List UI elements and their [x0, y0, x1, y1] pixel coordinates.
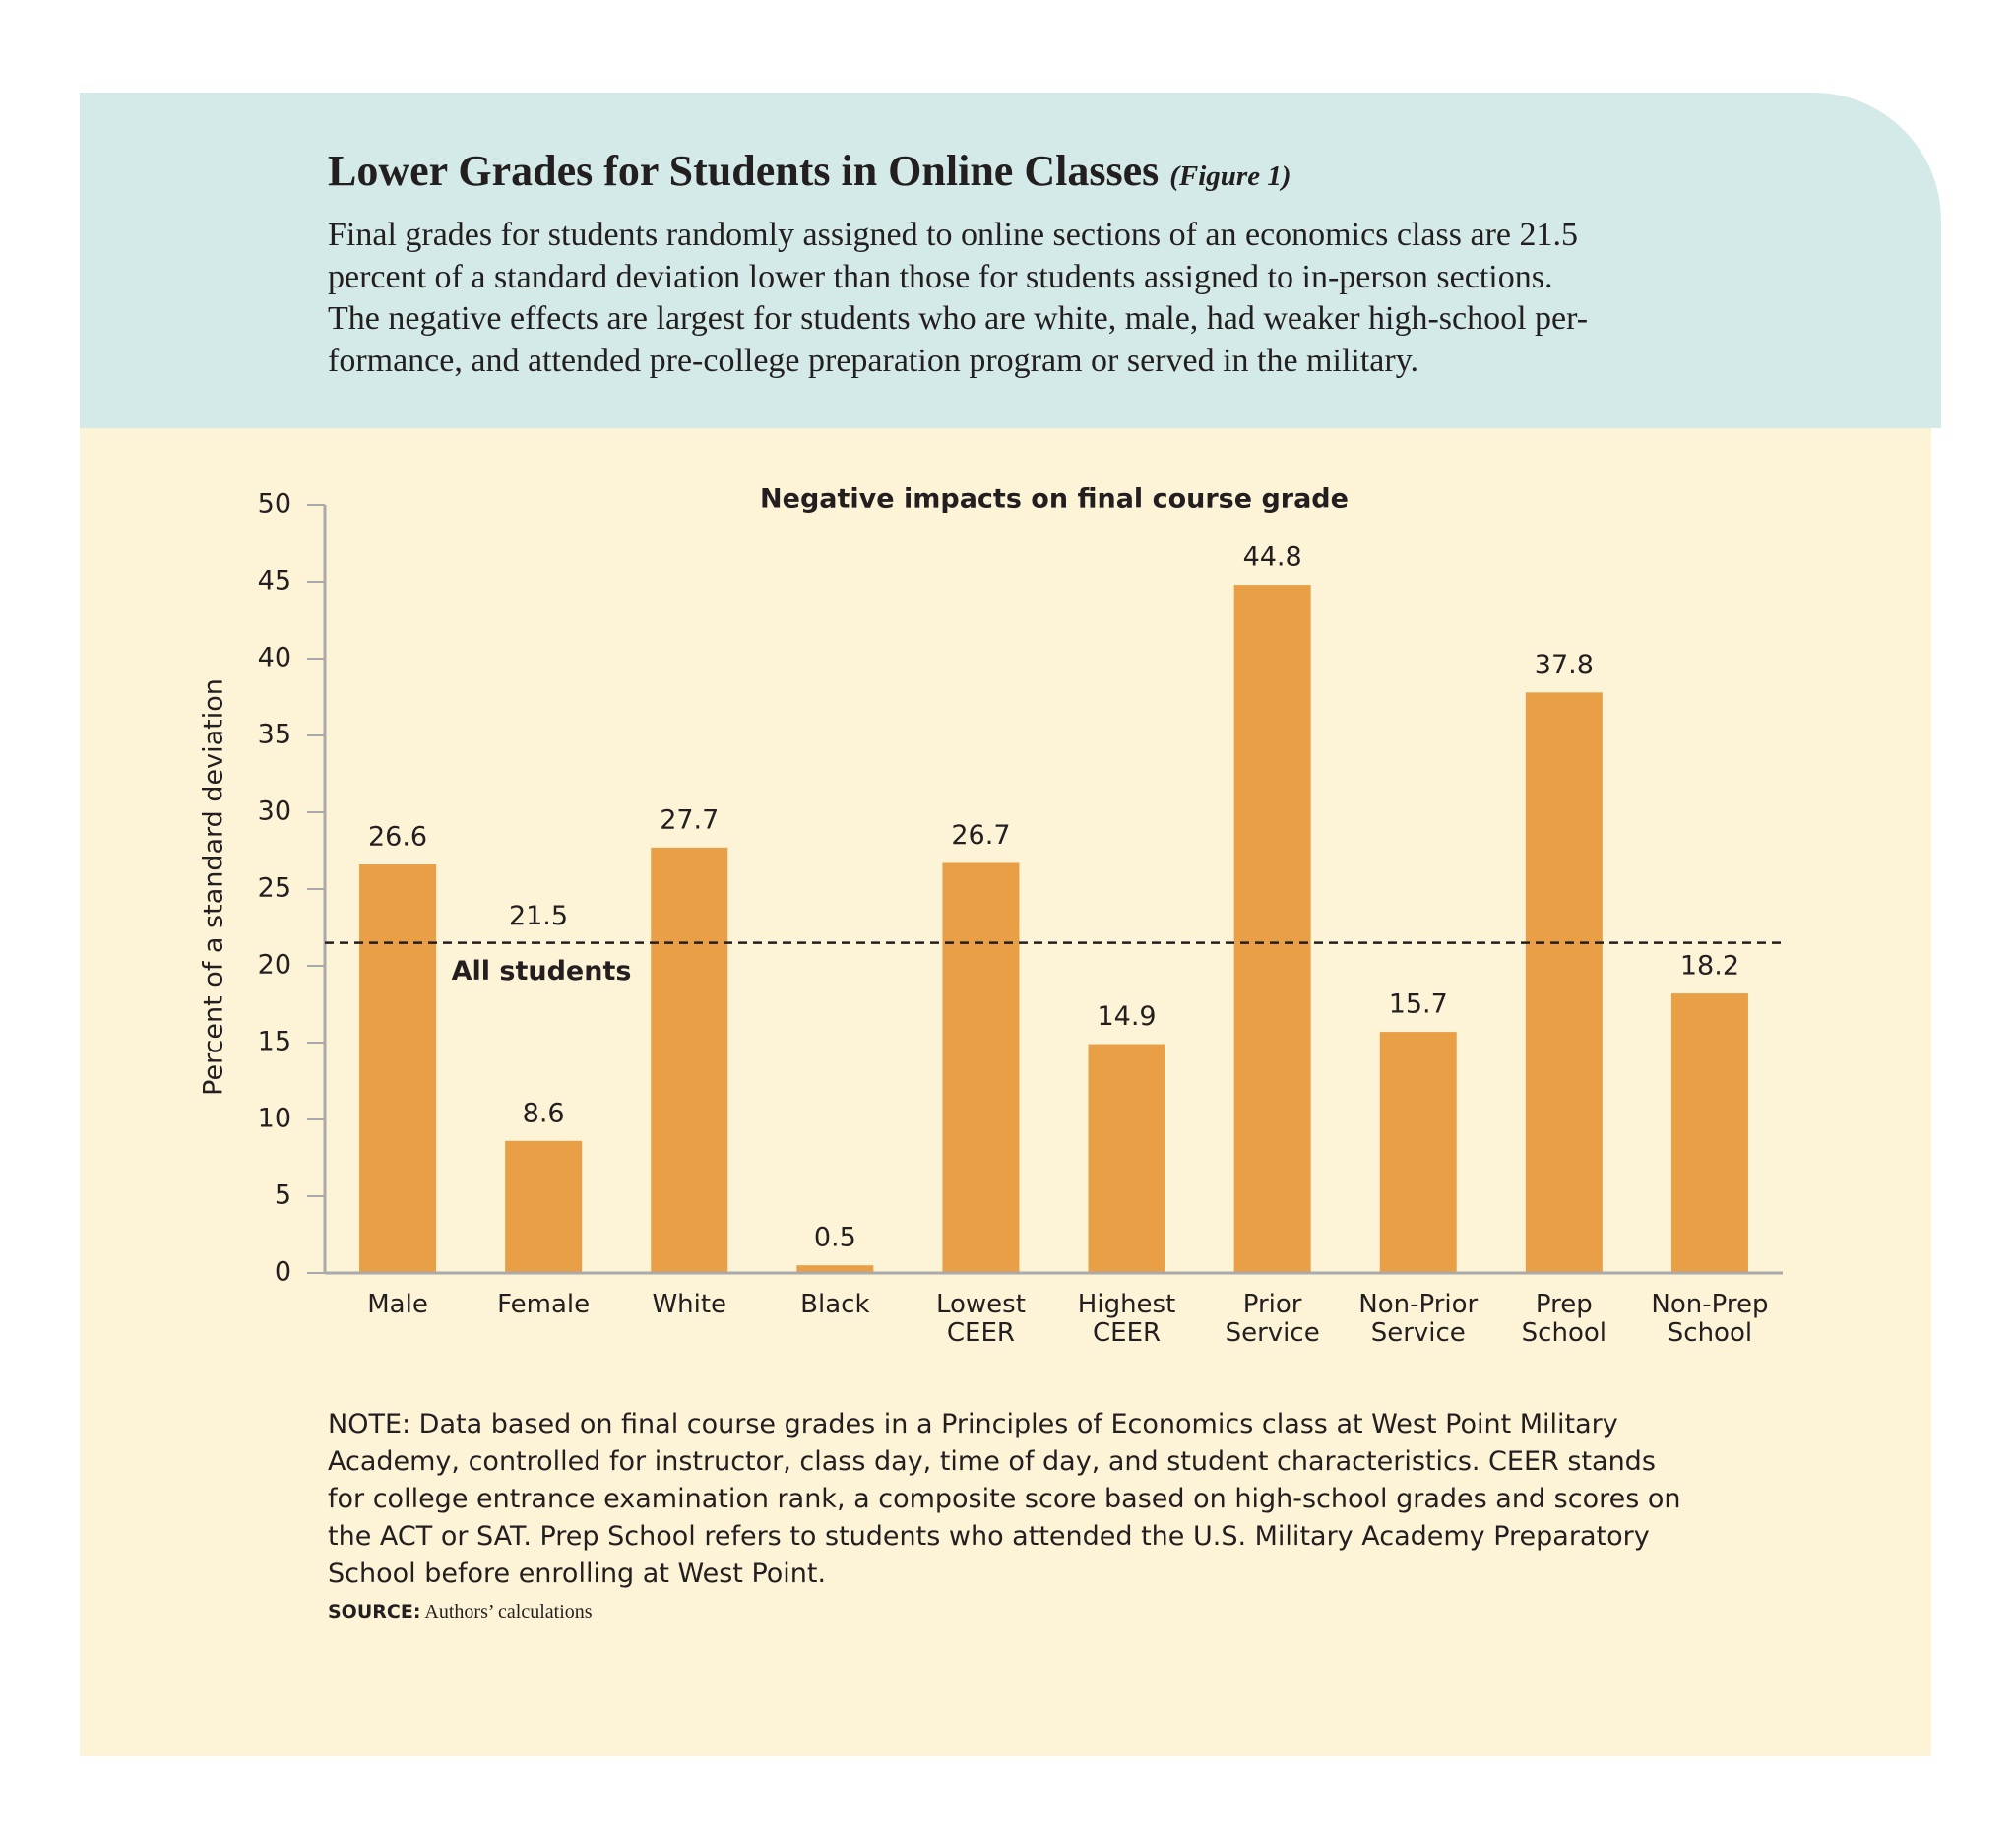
bar — [1088, 1044, 1166, 1273]
bar — [942, 862, 1020, 1273]
note-line: for college entrance examination rank, a… — [328, 1484, 1681, 1514]
y-tick-label: 10 — [258, 1104, 291, 1134]
description-line: The negative effects are largest for stu… — [328, 300, 1589, 337]
value-label: 8.6 — [523, 1098, 565, 1128]
bar — [1670, 993, 1748, 1273]
value-label: 37.8 — [1535, 650, 1594, 680]
reference-label: All students — [452, 956, 632, 987]
x-tick-label: Prep School — [1521, 1290, 1606, 1348]
x-tick-label: Male — [367, 1290, 428, 1319]
y-tick-label: 5 — [275, 1180, 291, 1211]
x-tick-label: Lowest CEER — [935, 1290, 1026, 1348]
description-line: percent of a standard deviation lower th… — [328, 258, 1553, 295]
bar — [359, 864, 437, 1273]
bar — [505, 1140, 583, 1273]
y-tick-label: 45 — [258, 566, 291, 597]
note-line: the ACT or SAT. Prep School refers to st… — [328, 1521, 1650, 1552]
x-tick-label: Highest CEER — [1077, 1290, 1176, 1348]
x-tick-label: White — [652, 1290, 727, 1319]
x-tick-label: Black — [800, 1290, 870, 1319]
y-tick-label: 35 — [258, 720, 291, 750]
y-tick-label: 50 — [258, 489, 291, 520]
bar — [651, 847, 728, 1273]
x-tick-label: Non-Prep School — [1651, 1290, 1769, 1348]
y-tick-label: 0 — [275, 1257, 291, 1288]
value-label: 27.7 — [660, 804, 719, 835]
note: NOTE: Data based on final course grades … — [328, 1406, 1680, 1593]
reference-value: 21.5 — [509, 901, 568, 931]
y-tick-label: 30 — [258, 797, 291, 827]
value-label: 18.2 — [1680, 951, 1739, 982]
y-axis-label: Percent of a standard deviation — [199, 678, 229, 1096]
title: Lower Grades for Students in Online Clas… — [328, 146, 1291, 196]
bar — [796, 1265, 874, 1273]
description-line: Final grades for students randomly assig… — [328, 217, 1578, 253]
y-tick-label: 20 — [258, 950, 291, 981]
source: SOURCE: Authors’ calculations — [328, 1601, 593, 1624]
x-tick-label: Female — [497, 1290, 591, 1319]
bar — [1233, 585, 1311, 1273]
source-text: Authors’ calculations — [424, 1601, 593, 1623]
header-panel — [80, 93, 1941, 428]
y-tick-label: 15 — [258, 1027, 291, 1057]
chart-title: Negative impacts on final course grade — [760, 484, 1349, 515]
value-label: 15.7 — [1389, 989, 1448, 1020]
value-label: 44.8 — [1243, 542, 1302, 573]
bar — [1525, 692, 1603, 1273]
note-line: Academy, controlled for instructor, clas… — [328, 1446, 1656, 1477]
x-tick-label: Non-Prior Service — [1358, 1290, 1479, 1348]
source-label: SOURCE: — [328, 1601, 421, 1623]
value-label: 14.9 — [1097, 1001, 1156, 1032]
y-tick-label: 25 — [258, 873, 291, 904]
description: Final grades for students randomly assig… — [328, 215, 1588, 382]
value-label: 0.5 — [814, 1223, 856, 1253]
bar — [1379, 1032, 1457, 1273]
note-line: School before enrolling at West Point. — [328, 1559, 827, 1589]
title-text: Lower Grades for Students in Online Clas… — [328, 147, 1160, 195]
x-tick-label: Prior Service — [1225, 1290, 1320, 1348]
y-tick-label: 40 — [258, 643, 291, 673]
figure-label: (Figure 1) — [1169, 160, 1292, 192]
description-line: formance, and attended pre-college prepa… — [328, 342, 1418, 379]
value-label: 26.7 — [951, 820, 1010, 851]
value-label: 26.6 — [368, 822, 427, 853]
note-line: NOTE: Data based on final course grades … — [328, 1409, 1618, 1439]
